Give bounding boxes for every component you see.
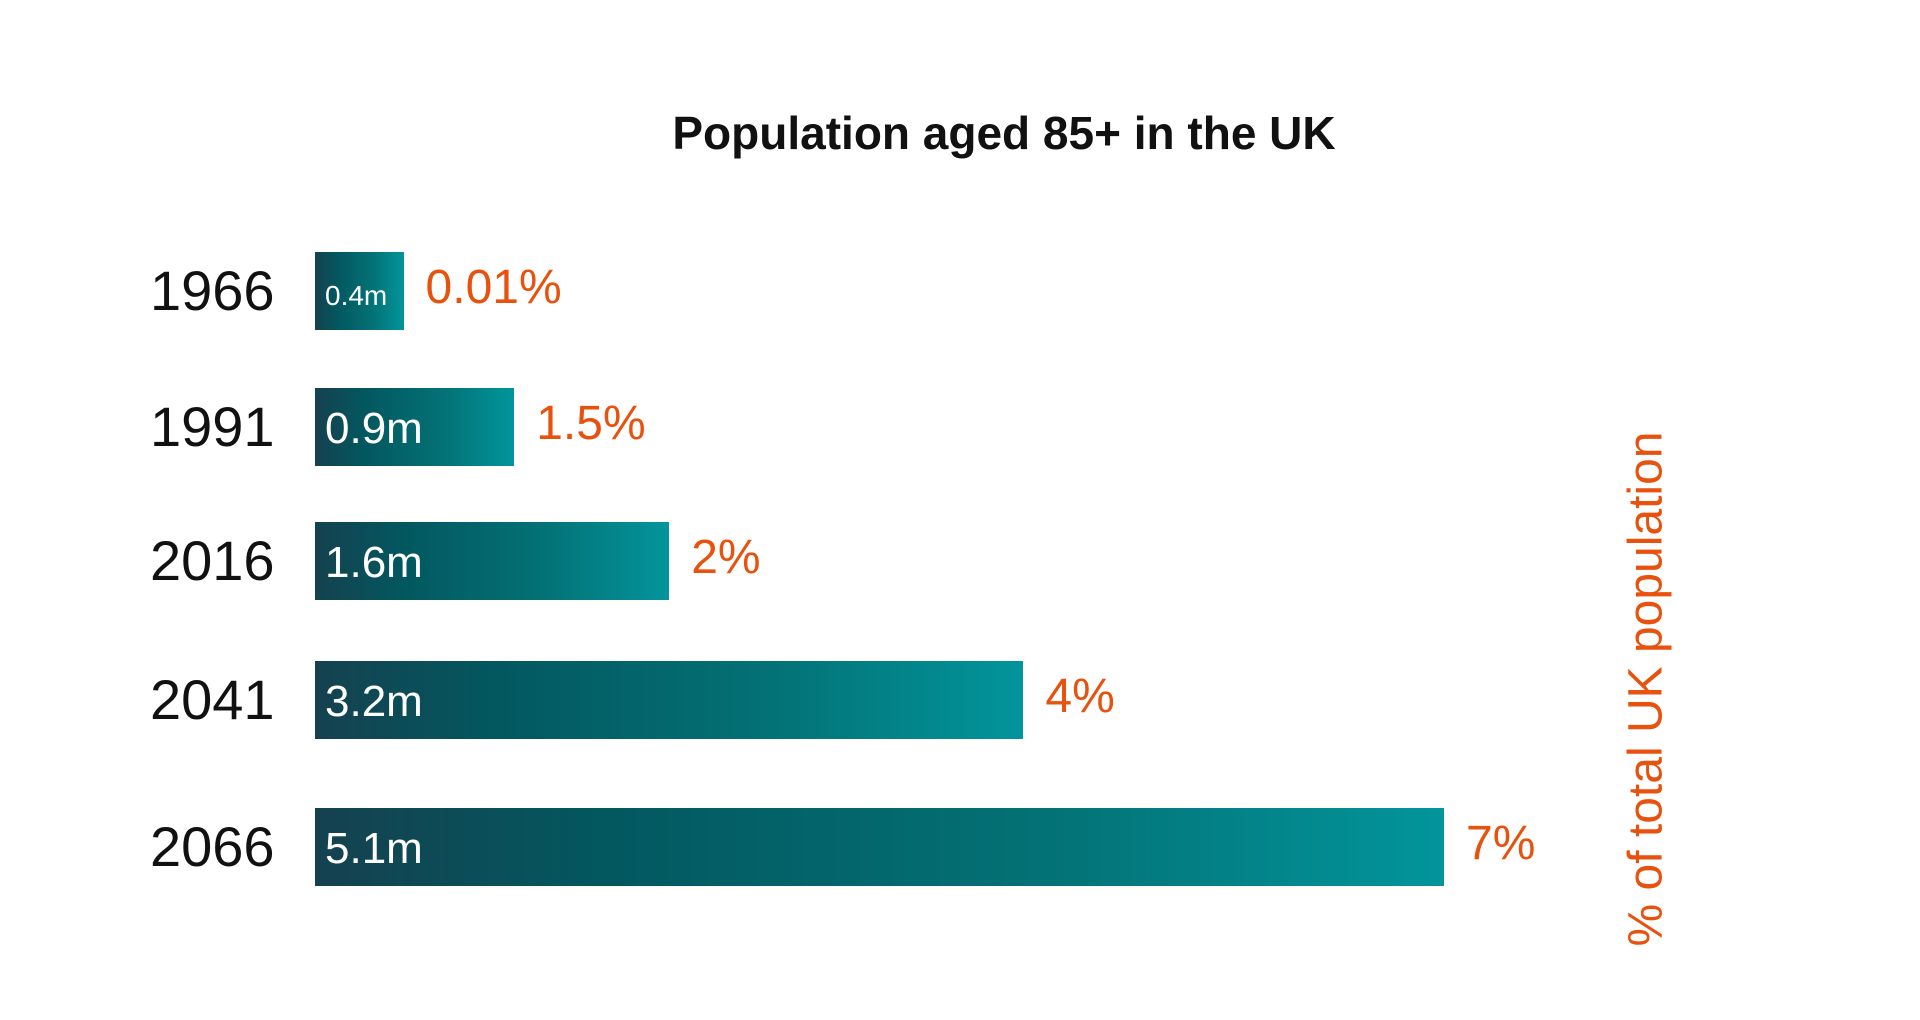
bar: 3.2m — [315, 661, 1024, 739]
value-label: 3.2m — [325, 677, 423, 726]
value-label: 0.9m — [325, 404, 423, 453]
value-label: 5.1m — [325, 824, 423, 873]
percent-axis-label: % of total UK population — [1619, 431, 1673, 947]
percent-label: 0.01% — [425, 261, 562, 314]
category-label: 1991 — [150, 395, 275, 458]
percent-label: 7% — [1466, 817, 1536, 870]
bar: 0.4m — [315, 252, 404, 330]
value-label: 1.6m — [325, 538, 423, 587]
category-label: 2016 — [150, 529, 275, 592]
category-label: 1966 — [150, 259, 275, 322]
bar: 5.1m — [315, 808, 1444, 886]
bar-row: 2016 1.6m 2% — [0, 522, 1920, 600]
percent-label: 1.5% — [536, 397, 646, 450]
chart-title: Population aged 85+ in the UK — [672, 107, 1336, 159]
bar-row: 2041 3.2m 4% — [0, 661, 1920, 739]
category-label: 2041 — [150, 668, 275, 731]
bar: 1.6m — [315, 522, 670, 600]
percent-label: 4% — [1045, 670, 1115, 723]
bar-row: 1991 0.9m 1.5% — [0, 388, 1920, 466]
percent-label: 2% — [691, 531, 761, 584]
category-label: 2066 — [150, 815, 275, 878]
bar: 0.9m — [315, 388, 515, 466]
bar-row: 1966 0.4m 0.01% — [0, 252, 1920, 330]
value-label: 0.4m — [325, 280, 388, 311]
bar-row: 2066 5.1m 7% — [0, 808, 1920, 886]
